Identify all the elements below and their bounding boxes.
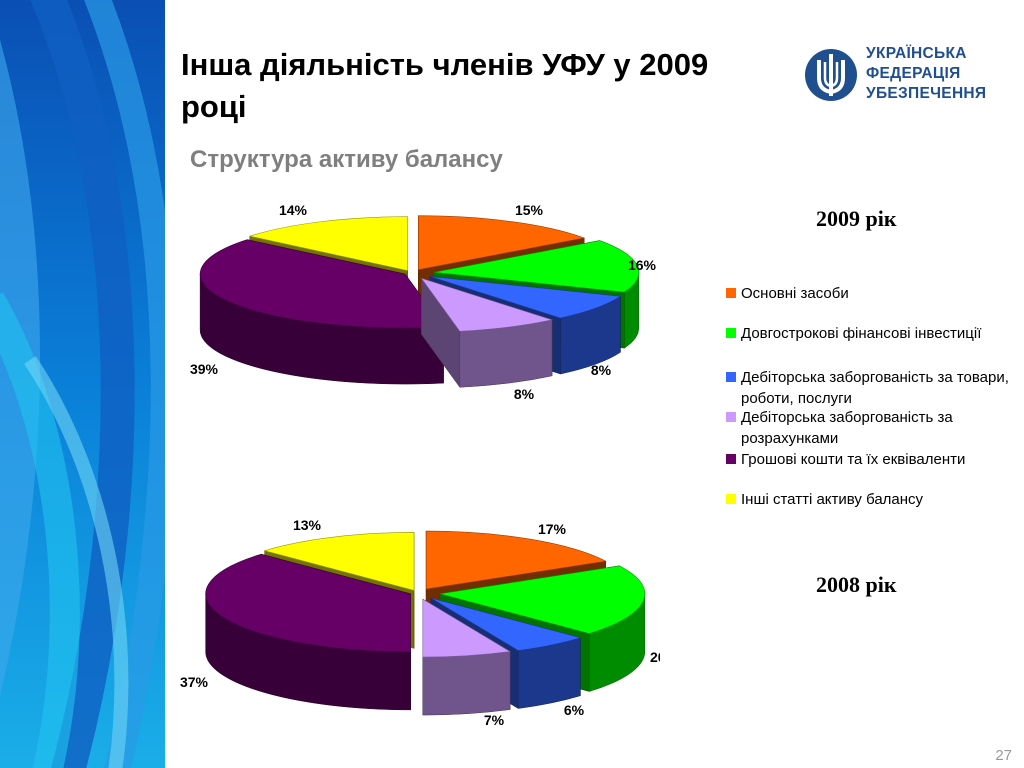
legend-swatch [726,328,736,338]
pie-data-label: 17% [538,521,567,537]
slide-subtitle: Структура активу балансу [190,146,503,173]
pie-data-label: 16% [628,257,657,273]
pie-data-label: 14% [279,202,308,218]
federation-logo-text: УКРАЇНСЬКА ФЕДЕРАЦІЯ УБЕЗПЕЧЕННЯ [866,44,986,104]
slide-title: Інша діяльність членів УФУ у 2009 році [181,47,709,124]
legend-item: Грошові кошти та їх еквіваленти [726,449,1022,470]
pie-data-label: 39% [190,361,219,377]
legend-label: Дебіторська заборгованість за товари, ро… [741,369,1009,407]
legend-item: Інші статті активу балансу [726,489,1022,510]
legend-item: Основні засоби [726,283,1022,304]
logo-line: УБЕЗПЕЧЕННЯ [866,85,987,102]
pie-data-label: 7% [484,712,505,728]
pie-slice [420,277,554,389]
legend-swatch [726,412,736,422]
legend-item: Дебіторська заборгованість за розрахунка… [726,407,1022,449]
legend-label: Довгострокові фінансові інвестиції [741,325,982,342]
pie-data-label: 37% [180,674,209,690]
legend-item: Довгострокові фінансові інвестиції [726,323,1022,344]
chart-title-2008: 2008 рік [816,572,897,597]
legend-label: Інші статті активу балансу [741,491,924,508]
page-number: 27 [995,747,1012,764]
legend-label: Дебіторська заборгованість за розрахунка… [741,409,953,447]
pie-data-label: 8% [591,362,612,378]
federation-logo-emblem [805,49,857,101]
pie-data-label: 15% [515,202,544,218]
decorative-sidebar [0,0,165,768]
chart-title-2009: 2009 рік [816,206,897,231]
logo-line: УКРАЇНСЬКА [866,45,967,62]
legend-swatch [726,494,736,504]
legend-label: Основні засоби [741,285,849,302]
pie-data-label: 6% [564,702,585,718]
logo-line: ФЕДЕРАЦІЯ [866,65,961,82]
legend-label: Грошові кошти та їх еквіваленти [741,451,966,468]
pie-chart-2009: 15% 16% 8% 8% 39% 14% [190,202,657,402]
legend-swatch [726,372,736,382]
pie-slice [422,598,511,716]
pie-data-label: 20% [650,649,660,665]
pie-slice [205,553,411,711]
legend-swatch [726,454,736,464]
pie-chart-2008: 17% 20% 6% 7% 37% 13% [180,517,660,728]
pie-data-label: 13% [293,517,322,533]
legend-item: Дебіторська заборгованість за товари, ро… [726,367,1022,409]
pie-data-label: 8% [514,386,535,402]
legend-swatch [726,288,736,298]
